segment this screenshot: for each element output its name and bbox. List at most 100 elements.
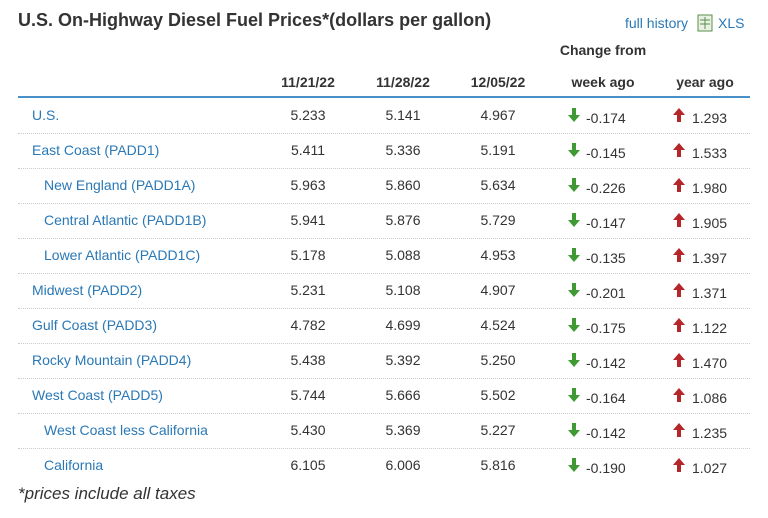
arrow-shape — [673, 423, 685, 437]
region-name[interactable]: East Coast (PADD1) — [32, 142, 160, 158]
price: 5.250 — [480, 352, 516, 368]
column-header: 11/21/22 — [281, 74, 335, 90]
down-arrow — [568, 248, 580, 262]
arrow-shape — [568, 213, 580, 227]
year-change: 1.397 — [692, 250, 728, 266]
week-change: -0.175 — [586, 320, 626, 336]
region-name[interactable]: Midwest (PADD2) — [32, 282, 143, 298]
down-arrow — [568, 353, 580, 367]
row-separator — [18, 413, 750, 414]
price: 5.430 — [290, 422, 326, 438]
up-arrow — [673, 143, 685, 157]
price: 5.227 — [480, 422, 516, 438]
price: 5.178 — [290, 247, 326, 263]
price: 5.502 — [480, 387, 516, 403]
price: 5.816 — [480, 457, 516, 473]
up-arrow — [673, 248, 685, 262]
region-name[interactable]: West Coast (PADD5) — [32, 387, 163, 403]
arrow-shape — [568, 388, 580, 402]
week-change: -0.142 — [586, 425, 626, 441]
price: 5.108 — [385, 282, 421, 298]
arrow-shape — [568, 458, 580, 472]
arrow-shape — [673, 178, 685, 192]
up-arrow — [673, 283, 685, 297]
arrow-shape — [568, 108, 580, 122]
price: 5.411 — [291, 142, 325, 158]
price: 5.088 — [385, 247, 421, 263]
row-separator — [18, 343, 750, 344]
arrow-shape — [568, 283, 580, 297]
up-arrow — [673, 213, 685, 227]
row-separator — [18, 448, 750, 449]
title: U.S. On-Highway Diesel Fuel Prices*(doll… — [18, 10, 492, 30]
full-history-link[interactable]: full history — [625, 15, 689, 31]
down-arrow — [568, 283, 580, 297]
region-name[interactable]: Lower Atlantic (PADD1C) — [44, 247, 201, 263]
region-name[interactable]: Rocky Mountain (PADD4) — [32, 352, 192, 368]
row-separator — [18, 273, 750, 274]
year-change: 1.533 — [692, 145, 728, 161]
header-rule — [18, 96, 750, 98]
up-arrow — [673, 178, 685, 192]
arrow-shape — [673, 388, 685, 402]
price: 4.953 — [480, 247, 516, 263]
week-change: -0.164 — [586, 390, 626, 406]
price: 5.744 — [290, 387, 326, 403]
column-header: year ago — [676, 74, 734, 90]
price: 5.336 — [385, 142, 421, 158]
price: 6.006 — [385, 457, 421, 473]
arrow-shape — [568, 143, 580, 157]
up-arrow — [673, 458, 685, 472]
price: 4.782 — [290, 317, 326, 333]
price: 4.907 — [480, 282, 516, 298]
arrow-shape — [673, 318, 685, 332]
price: 6.105 — [290, 457, 326, 473]
region-name[interactable]: West Coast less California — [44, 422, 208, 438]
region-name[interactable]: New England (PADD1A) — [44, 177, 196, 193]
down-arrow — [568, 178, 580, 192]
price: 5.941 — [290, 212, 326, 228]
xls-icon[interactable] — [697, 14, 713, 32]
down-arrow — [568, 318, 580, 332]
row-separator — [18, 378, 750, 379]
region-name[interactable]: Gulf Coast (PADD3) — [32, 317, 157, 333]
column-header: week ago — [571, 74, 635, 90]
week-change: -0.174 — [586, 110, 626, 126]
arrow-shape — [673, 458, 685, 472]
price: 4.524 — [480, 317, 516, 333]
year-change: 1.122 — [692, 320, 728, 336]
arrow-shape — [673, 213, 685, 227]
year-change: 1.027 — [692, 460, 728, 476]
row-separator — [18, 133, 750, 134]
price: 5.876 — [385, 212, 421, 228]
region-name[interactable]: Central Atlantic (PADD1B) — [44, 212, 207, 228]
year-change: 1.293 — [692, 110, 728, 126]
week-change: -0.201 — [586, 285, 626, 301]
row-separator — [18, 168, 750, 169]
arrow-shape — [568, 353, 580, 367]
arrow-shape — [673, 353, 685, 367]
price: 5.963 — [290, 177, 326, 193]
price: 5.191 — [480, 142, 516, 158]
up-arrow — [673, 353, 685, 367]
arrow-shape — [673, 108, 685, 122]
region-name[interactable]: California — [44, 457, 104, 473]
arrow-shape — [673, 283, 685, 297]
arrow-shape — [568, 318, 580, 332]
week-change: -0.142 — [586, 355, 626, 371]
up-arrow — [673, 388, 685, 402]
price: 5.233 — [290, 107, 326, 123]
xls-link[interactable]: XLS — [718, 15, 745, 31]
arrow-shape — [568, 423, 580, 437]
price: 5.634 — [480, 177, 516, 193]
price: 5.231 — [290, 282, 326, 298]
price: 4.967 — [480, 107, 516, 123]
region-name[interactable]: U.S. — [32, 107, 60, 123]
price: 5.860 — [385, 177, 421, 193]
price: 5.729 — [480, 212, 516, 228]
up-arrow — [673, 108, 685, 122]
footnote: *prices include all taxes — [18, 484, 196, 503]
week-change: -0.135 — [586, 250, 626, 266]
row-separator — [18, 203, 750, 204]
arrow-shape — [673, 248, 685, 262]
